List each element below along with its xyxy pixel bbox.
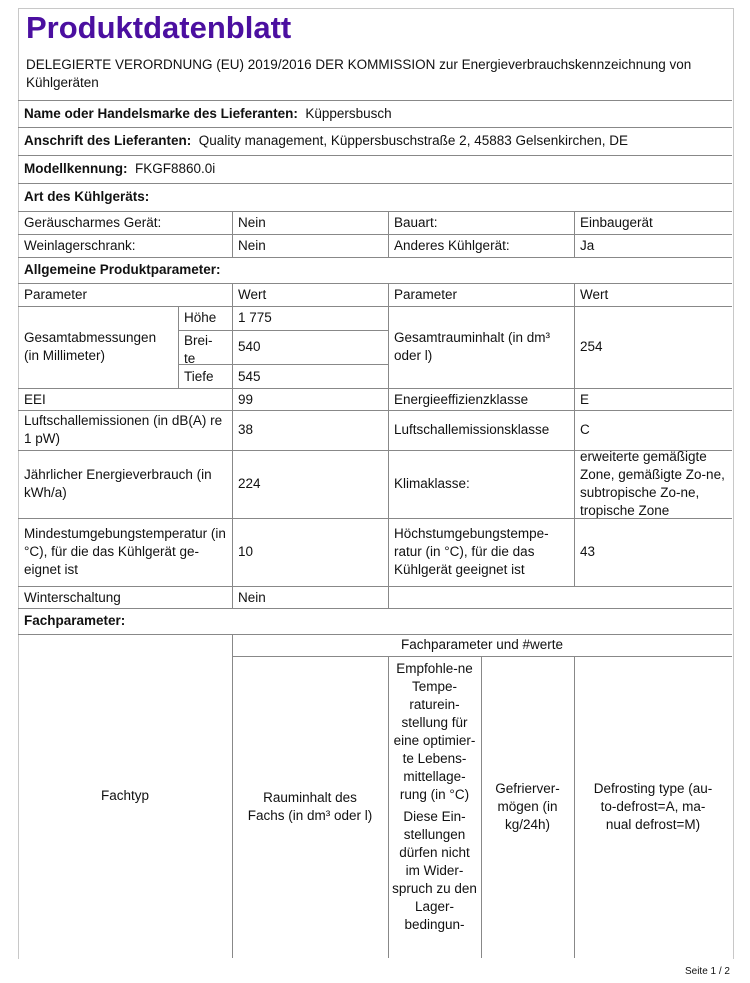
width-label: Brei-te [184, 333, 213, 366]
page-number: Seite 1 / 2 [684, 966, 730, 977]
width-value: 540 [238, 339, 261, 354]
type-label: Weinlagerschrank: [24, 238, 136, 253]
eei-label: EEI [24, 392, 46, 407]
depth-value: 545 [238, 369, 261, 384]
address-label: Anschrift des Lieferanten: [24, 133, 192, 148]
regulation-text: DELEGIERTE VERORDNUNG (EU) 2019/2016 DER… [26, 57, 692, 90]
header-parameter: Parameter [24, 287, 88, 302]
header-parameter: Parameter [394, 287, 458, 302]
noise-value: 38 [238, 422, 254, 437]
supplier-row: Name oder Handelsmarke des Lieferanten: … [18, 100, 732, 127]
model-value: FKGF8860.0i [135, 161, 216, 176]
temp-note-text: Diese Ein-stellungen dürfen nicht im Wid… [392, 809, 477, 932]
type-label: Bauart: [394, 215, 438, 230]
temp-setting-text: Empfohle-ne Tempe-raturein-stellung für … [393, 661, 476, 802]
address-row: Anschrift des Lieferanten: Quality manag… [18, 127, 732, 155]
freezing-capacity-header: Gefrierver-mögen (in kg/24h) [495, 781, 560, 832]
climate-class-label: Klimaklasse: [394, 476, 470, 491]
noise-class-value: C [580, 422, 590, 437]
supplier-label: Name oder Handelsmarke des Lieferanten: [24, 105, 298, 121]
type-section-heading: Art des Kühlgeräts: [24, 189, 150, 204]
address-value: Quality management, Küppersbuschstraße 2… [198, 133, 629, 148]
volume-value: 254 [580, 339, 603, 354]
page-title: Produktdatenblatt [26, 10, 292, 45]
compartment-temp-header: Empfohle-ne Tempe-raturein-stellung für … [388, 658, 481, 936]
compartment-section-heading: Fachparameter: [24, 613, 126, 628]
energy-class-value: E [580, 392, 590, 407]
noise-class-label: Luftschallemissionsklasse [394, 422, 550, 437]
winter-value: Nein [238, 590, 266, 605]
model-row: Modellkennung: FKGF8860.0i [18, 155, 732, 183]
header-value: Wert [580, 287, 609, 302]
datasheet-page [18, 8, 734, 959]
type-label: Geräuscharmes Gerät: [24, 215, 162, 230]
max-temp-label: Höchstumgebungstempe-ratur (in °C), für … [394, 526, 549, 577]
min-temp-label: Mindestumgebungstemperatur (in °C), für … [24, 526, 226, 577]
supplier-value: Küppersbusch [305, 105, 392, 121]
winter-label: Winterschaltung [24, 590, 121, 605]
general-section-heading: Allgemeine Produktparameter: [24, 262, 221, 277]
compartment-type-header: Fachtyp [100, 788, 150, 803]
energy-class-label: Energieeffizienzklasse [394, 392, 529, 407]
volume-label: Gesamtrauminhalt (in dm³ oder l) [394, 330, 551, 363]
max-temp-value: 43 [580, 544, 596, 559]
type-label: Anderes Kühlgerät: [394, 238, 510, 253]
header-value: Wert [238, 287, 267, 302]
type-value: Nein [238, 215, 266, 230]
energy-consumption-label: Jährlicher Energieverbrauch (in kWh/a) [24, 467, 212, 500]
height-value: 1 775 [238, 310, 272, 325]
type-value: Ja [580, 238, 595, 253]
model-label: Modellkennung: [24, 161, 128, 176]
noise-label: Luftschallemissionen (in dB(A) re 1 pW) [24, 413, 223, 446]
type-value: Einbaugerät [580, 215, 653, 230]
min-temp-value: 10 [238, 544, 254, 559]
eei-value: 99 [238, 392, 254, 407]
climate-class-value: erweiterte gemäßigte Zone, gemäßigte Zo-… [580, 449, 725, 518]
height-label: Höhe [184, 310, 217, 325]
defrost-type-header: Defrosting type (au-to-defrost=A, ma-nua… [593, 781, 713, 832]
depth-label: Tiefe [184, 369, 214, 384]
type-value: Nein [238, 238, 266, 253]
energy-consumption-value: 224 [238, 476, 261, 491]
compartment-group-header: Fachparameter und #werte [400, 637, 564, 652]
compartment-volume-header: Rauminhalt des Fachs (in dm³ oder l) [247, 790, 373, 823]
dimensions-label: Gesamtabmessungen (in Millimeter) [24, 330, 157, 363]
